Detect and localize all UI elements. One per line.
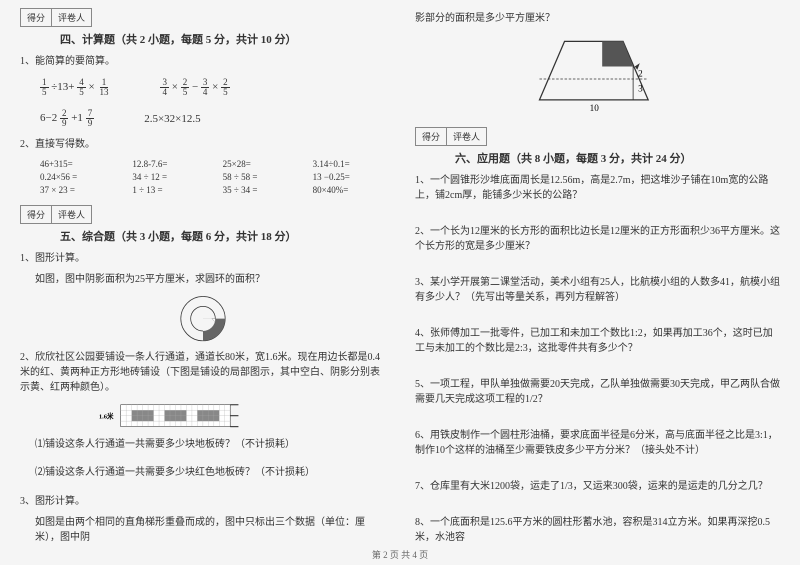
calc-cell: 80×40%= [313, 185, 385, 195]
q6-4: 4、张师傅加工一批零件，已加工和未加工个数比1:2，如果再加工36个，这时已加工… [415, 326, 780, 356]
calc-cell: 12.8-7.6= [132, 159, 202, 169]
q6-3: 3、某小学开展第二课堂活动，美术小组有25人，比航模小组的人数多41，航模小组有… [415, 275, 780, 305]
q5-3a: 3、图形计算。 [20, 494, 385, 509]
calc-cell: 13 −0.25= [313, 172, 385, 182]
score-box: 得分 评卷人 [20, 205, 92, 224]
tile-diagram: 1.6米 [40, 402, 300, 429]
score-box: 得分 评卷人 [20, 8, 92, 27]
calc-cell: 0.24×56 = [40, 172, 112, 182]
left-column: 得分 评卷人 四、计算题（共 2 小题，每题 5 分，共计 10 分） 1、能简… [20, 8, 385, 548]
right-column: 影部分的面积是多少平方厘米？ 10 2 3 得分 评卷人 六、应用题（共 8 小… [415, 8, 780, 548]
calc-cell: 35 ÷ 34 = [223, 185, 293, 195]
trap-bottom-label: 10 [589, 103, 599, 113]
q6-2: 2、一个长为12厘米的长方形的面积比边长是12厘米的正方形面积少36平方厘米。这… [415, 224, 780, 254]
section-6-title: 六、应用题（共 8 小题，每题 3 分，共计 24 分） [455, 150, 780, 166]
calc-cell: 58 ÷ 58 = [223, 172, 293, 182]
q6-8: 8、一个底面积是125.6平方米的圆柱形蓄水池，容积是314立方米。如果再深挖0… [415, 515, 780, 545]
formula-1b: 34 × 25 − 34 × 25 [160, 78, 229, 97]
continuation-line: 影部分的面积是多少平方厘米？ [415, 11, 780, 26]
score-label: 得分 [21, 206, 52, 223]
ring-diagram [158, 294, 248, 343]
q4-2: 2、直接写得数。 [20, 137, 385, 152]
section-4-title: 四、计算题（共 2 小题，每题 5 分，共计 10 分） [60, 31, 385, 47]
calc-grid: 46+315= 12.8-7.6= 25×28= 3.14÷0.1= 0.24×… [40, 159, 385, 195]
formula-row-1: 15 ÷13+ 45 × 113 34 × 25 − 34 × 25 [40, 78, 385, 97]
formula-1a: 15 ÷13+ 45 × 113 [40, 78, 110, 97]
q5-3b: 如图是由两个相同的直角梯形重叠而成的，图中只标出三个数据（单位：厘米），图中阴 [35, 515, 385, 545]
section-5-title: 五、综合题（共 3 小题，每题 6 分，共计 18 分） [60, 228, 385, 244]
q5-1a: 1、图形计算。 [20, 251, 385, 266]
formula-row-2: 6−2 29 +1 79 2.5×32×12.5 [40, 109, 385, 128]
q5-2-2: ⑵铺设这条人行通道一共需要多少块红色地板砖？（不计损耗） [35, 465, 385, 480]
page-footer: 第 2 页 共 4 页 [0, 548, 800, 561]
score-box: 得分 评卷人 [415, 127, 487, 146]
q5-1b: 如图，图中阴影面积为25平方厘米，求圆环的面积？ [35, 272, 385, 287]
q4-1: 1、能简算的要简算。 [20, 54, 385, 69]
q6-7: 7、仓库里有大米1200袋，运走了1/3，又运来300袋，运来的是运走的几分之几… [415, 479, 780, 494]
calc-cell: 25×28= [223, 159, 293, 169]
q5-2-1: ⑴铺设这条人行通道一共需要多少块地板砖？（不计损耗） [35, 437, 385, 452]
trap-right-top-label: 2 [638, 68, 643, 78]
calc-cell: 3.14÷0.1= [313, 159, 385, 169]
q6-6: 6、用铁皮制作一个圆柱形油桶，要求底面半径是6分米，高与底面半径之比是3:1，制… [415, 428, 780, 458]
q6-1: 1、一个圆锥形沙堆底面周长是12.56m，高是2.7m，把这堆沙子铺在10m宽的… [415, 173, 780, 203]
grader-label: 评卷人 [447, 128, 486, 145]
formula-2b: 2.5×32×12.5 [144, 113, 200, 125]
q5-2: 2、欣欣社区公园要铺设一条人行通道，通道长80米，宽1.6米。现在用边长都是0.… [20, 350, 385, 395]
calc-cell: 46+315= [40, 159, 112, 169]
grader-label: 评卷人 [52, 206, 91, 223]
score-label: 得分 [21, 9, 52, 26]
calc-cell: 37 × 23 = [40, 185, 112, 195]
calc-cell: 34 ÷ 12 = [132, 172, 202, 182]
tile-label: 1.6米 [99, 412, 114, 421]
trapezoid-diagram: 10 2 3 [518, 33, 678, 117]
trap-right-bottom-label: 3 [638, 84, 643, 94]
calc-cell: 1 ÷ 13 = [132, 185, 202, 195]
formula-2a: 6−2 29 +1 79 [40, 109, 94, 128]
grader-label: 评卷人 [52, 9, 91, 26]
score-label: 得分 [416, 128, 447, 145]
q6-5: 5、一项工程，甲队单独做需要20天完成，乙队单独做需要30天完成，甲乙两队合做需… [415, 377, 780, 407]
